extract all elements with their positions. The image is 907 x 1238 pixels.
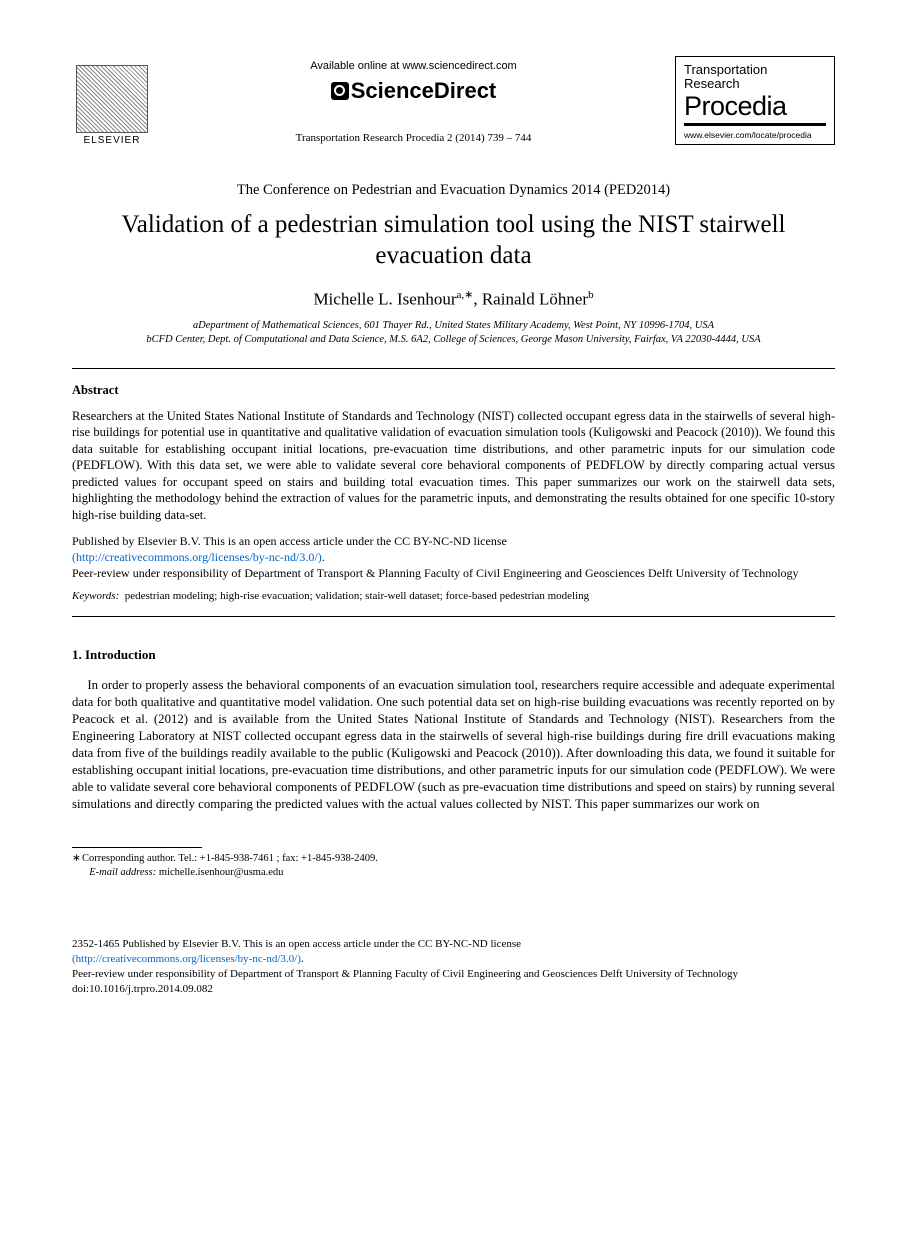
author-list: Michelle L. Isenhoura,∗, Rainald Löhnerb [72, 288, 835, 310]
sciencedirect-logo: ScienceDirect [152, 78, 675, 104]
procedia-box: Transportation Research Procedia www.els… [675, 56, 835, 145]
footer-issn-line: 2352-1465 Published by Elsevier B.V. Thi… [72, 938, 521, 950]
section-1-body: In order to properly assess the behavior… [72, 677, 835, 813]
sciencedirect-text: ScienceDirect [351, 78, 497, 103]
section-1-heading: 1. Introduction [72, 647, 835, 663]
license-suffix: . [322, 550, 325, 564]
affiliation-a: aDepartment of Mathematical Sciences, 60… [72, 319, 835, 333]
email-label: E-mail address: [89, 867, 156, 878]
elsevier-logo: ELSEVIER [72, 56, 152, 146]
page-header: ELSEVIER Available online at www.science… [72, 56, 835, 146]
elsevier-label: ELSEVIER [84, 135, 141, 146]
license-line1: Published by Elsevier B.V. This is an op… [72, 534, 507, 548]
affiliations: aDepartment of Mathematical Sciences, 60… [72, 319, 835, 347]
footer-link-suffix: . [301, 953, 304, 965]
procedia-journal-name: Transportation Research [684, 63, 826, 92]
peer-review-text: Peer-review under responsibility of Depa… [72, 566, 799, 580]
available-online-text: Available online at www.sciencedirect.co… [152, 60, 675, 72]
procedia-line2: Research [684, 76, 740, 91]
author-2: Rainald Löhner [482, 289, 588, 308]
footer-doi: doi:10.1016/j.trpro.2014.09.082 [72, 983, 213, 995]
author-1: Michelle L. Isenhour [313, 289, 456, 308]
license-block: Published by Elsevier B.V. This is an op… [72, 533, 835, 582]
footnote-star-icon: ∗ [72, 852, 82, 867]
elsevier-tree-icon [76, 65, 148, 133]
corresponding-email: michelle.isenhour@usma.edu [159, 867, 284, 878]
footnote-rule [72, 847, 202, 848]
author-separator: , [473, 289, 482, 308]
procedia-main-label: Procedia [684, 94, 826, 127]
author-1-sup: a,∗ [456, 289, 473, 301]
conference-name: The Conference on Pedestrian and Evacuat… [72, 182, 835, 199]
author-2-sup: b [588, 289, 594, 301]
corresponding-author-footnote: ∗Corresponding author. Tel.: +1-845-938-… [72, 852, 835, 881]
top-rule [72, 368, 835, 369]
keywords-line: Keywords: pedestrian modeling; high-rise… [72, 590, 835, 602]
footer-peer-review: Peer-review under responsibility of Depa… [72, 968, 738, 980]
journal-reference: Transportation Research Procedia 2 (2014… [152, 132, 675, 144]
footer-license-link[interactable]: (http://creativecommons.org/licenses/by-… [72, 953, 301, 965]
sciencedirect-icon [331, 82, 349, 100]
corresponding-text: Corresponding author. Tel.: +1-845-938-7… [82, 853, 378, 864]
procedia-line1: Transportation [684, 62, 767, 77]
affiliation-b: bCFD Center, Dept. of Computational and … [72, 333, 835, 347]
bottom-rule [72, 616, 835, 617]
keywords-label: Keywords: [72, 590, 119, 602]
center-header: Available online at www.sciencedirect.co… [152, 56, 675, 144]
article-title: Validation of a pedestrian simulation to… [72, 209, 835, 272]
license-link[interactable]: (http://creativecommons.org/licenses/by-… [72, 550, 322, 564]
abstract-heading: Abstract [72, 383, 835, 398]
page-footer: 2352-1465 Published by Elsevier B.V. Thi… [72, 937, 835, 996]
keywords-text: pedestrian modeling; high-rise evacuatio… [125, 590, 589, 602]
procedia-url: www.elsevier.com/locate/procedia [684, 130, 826, 140]
abstract-body: Researchers at the United States Nationa… [72, 408, 835, 524]
